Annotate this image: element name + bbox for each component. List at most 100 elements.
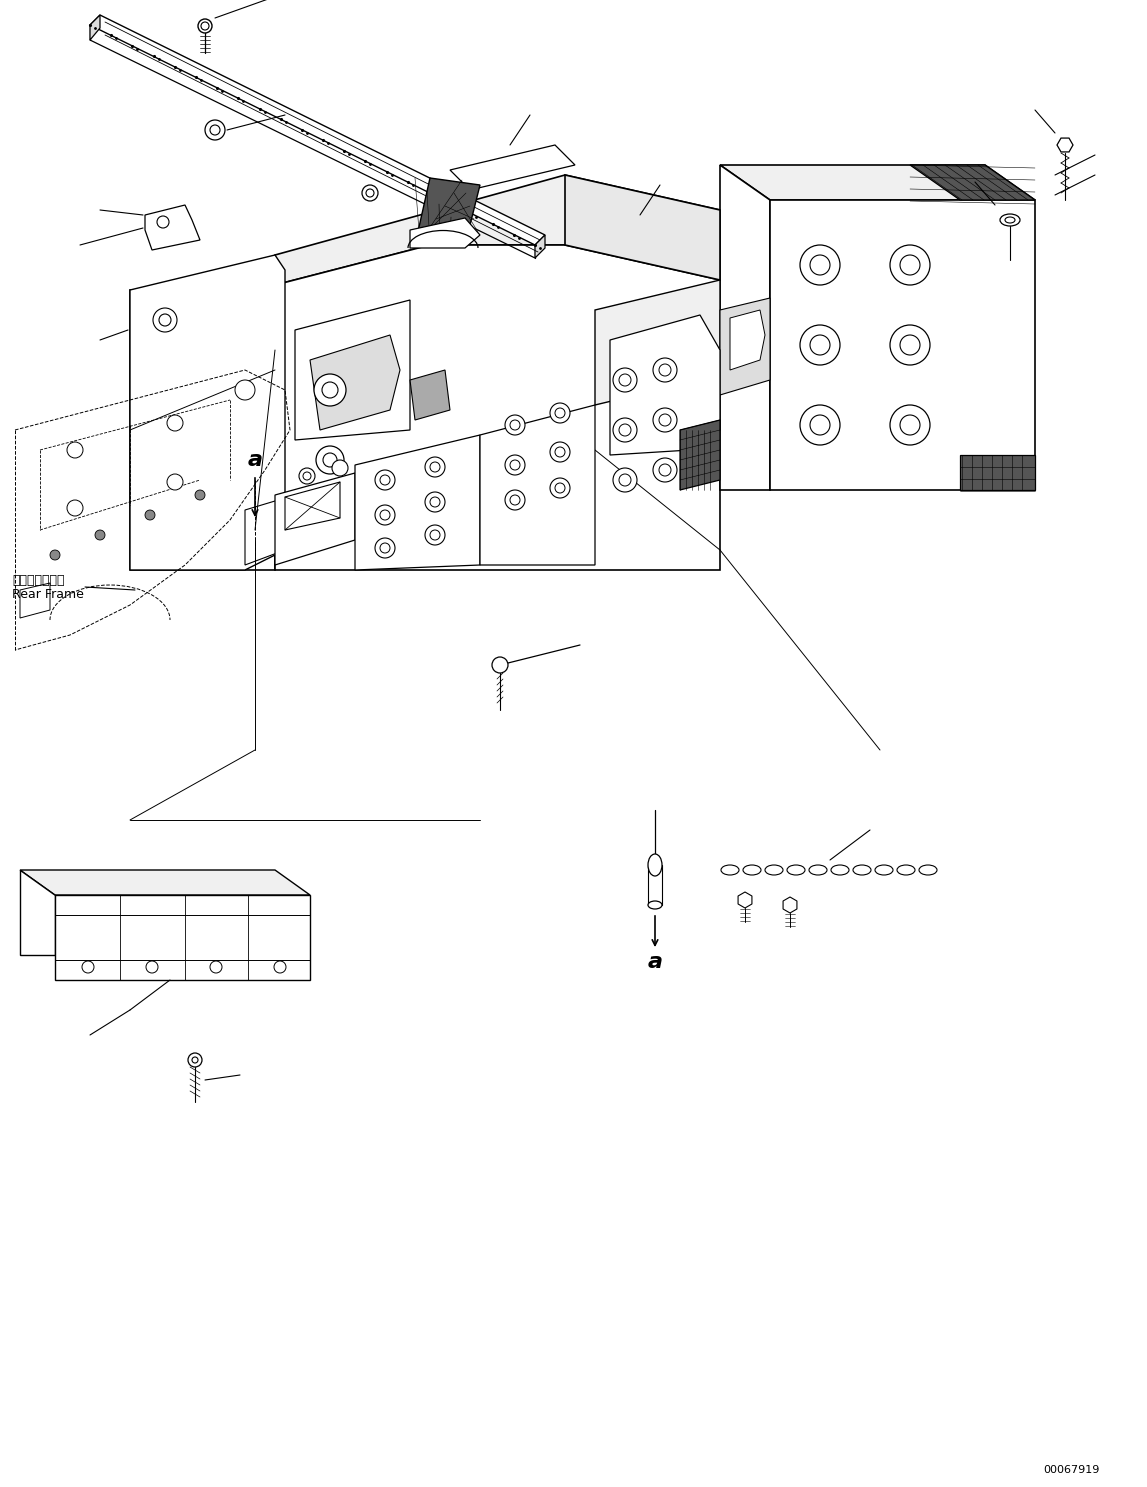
Circle shape (375, 506, 395, 525)
Polygon shape (535, 235, 545, 259)
Polygon shape (479, 404, 595, 565)
Circle shape (95, 529, 106, 540)
Polygon shape (295, 300, 409, 440)
Circle shape (375, 470, 395, 491)
Ellipse shape (830, 865, 849, 874)
Polygon shape (245, 498, 284, 565)
Circle shape (555, 448, 565, 457)
Circle shape (426, 525, 445, 546)
Ellipse shape (765, 865, 783, 874)
Circle shape (653, 407, 677, 433)
Circle shape (890, 245, 930, 286)
Ellipse shape (648, 854, 662, 876)
Circle shape (900, 335, 920, 355)
Polygon shape (783, 897, 797, 913)
Ellipse shape (809, 865, 827, 874)
Circle shape (67, 442, 83, 458)
Polygon shape (1058, 138, 1072, 152)
Circle shape (303, 471, 311, 480)
Polygon shape (89, 15, 100, 40)
Circle shape (510, 459, 520, 470)
Circle shape (317, 446, 344, 474)
Circle shape (612, 367, 637, 393)
Circle shape (430, 529, 440, 540)
Circle shape (492, 657, 508, 674)
Ellipse shape (1000, 214, 1020, 226)
Polygon shape (720, 165, 1035, 199)
Polygon shape (145, 205, 200, 250)
Polygon shape (275, 175, 720, 286)
Circle shape (380, 543, 390, 553)
Circle shape (188, 1053, 202, 1068)
Circle shape (900, 254, 920, 275)
Polygon shape (89, 15, 545, 245)
Circle shape (510, 419, 520, 430)
Text: a: a (248, 451, 263, 470)
Circle shape (430, 497, 440, 507)
Circle shape (375, 538, 395, 558)
Circle shape (67, 500, 83, 516)
Circle shape (810, 335, 830, 355)
Polygon shape (680, 419, 720, 491)
Polygon shape (275, 245, 720, 570)
Polygon shape (770, 199, 1035, 491)
Ellipse shape (743, 865, 760, 874)
Circle shape (210, 961, 223, 972)
Polygon shape (409, 370, 450, 419)
Polygon shape (415, 178, 479, 245)
Polygon shape (450, 146, 575, 190)
Polygon shape (595, 280, 720, 404)
Polygon shape (610, 315, 720, 455)
Polygon shape (19, 870, 55, 955)
Circle shape (192, 1057, 198, 1063)
Circle shape (555, 407, 565, 418)
Ellipse shape (648, 901, 662, 909)
Circle shape (314, 375, 346, 406)
Circle shape (145, 510, 155, 520)
Circle shape (167, 474, 184, 491)
Circle shape (201, 22, 209, 30)
Circle shape (551, 403, 570, 422)
Circle shape (167, 415, 184, 431)
Circle shape (210, 125, 220, 135)
Circle shape (159, 314, 171, 326)
Circle shape (660, 413, 671, 425)
Polygon shape (19, 583, 50, 619)
Circle shape (612, 468, 637, 492)
Text: リヤーフレーム: リヤーフレーム (11, 574, 64, 586)
Circle shape (551, 477, 570, 498)
Polygon shape (720, 297, 770, 396)
Ellipse shape (853, 865, 871, 874)
Circle shape (426, 492, 445, 512)
Polygon shape (19, 870, 310, 895)
Circle shape (619, 474, 631, 486)
Circle shape (81, 961, 94, 972)
Circle shape (890, 326, 930, 364)
Polygon shape (55, 895, 310, 980)
Circle shape (426, 457, 445, 477)
Circle shape (505, 455, 525, 474)
Ellipse shape (787, 865, 805, 874)
Circle shape (890, 404, 930, 445)
Circle shape (799, 326, 840, 364)
Circle shape (362, 184, 379, 201)
Circle shape (799, 404, 840, 445)
Circle shape (619, 375, 631, 387)
Ellipse shape (1005, 217, 1015, 223)
Circle shape (380, 510, 390, 520)
Circle shape (331, 459, 348, 476)
Polygon shape (409, 219, 479, 248)
Circle shape (146, 961, 158, 972)
Circle shape (235, 381, 255, 400)
Circle shape (619, 424, 631, 436)
Circle shape (660, 364, 671, 376)
Circle shape (322, 382, 338, 399)
Circle shape (510, 495, 520, 506)
Circle shape (505, 415, 525, 436)
Circle shape (153, 308, 177, 332)
Polygon shape (130, 254, 284, 570)
Circle shape (205, 120, 225, 140)
Circle shape (195, 491, 205, 500)
Circle shape (157, 216, 169, 228)
Circle shape (505, 491, 525, 510)
